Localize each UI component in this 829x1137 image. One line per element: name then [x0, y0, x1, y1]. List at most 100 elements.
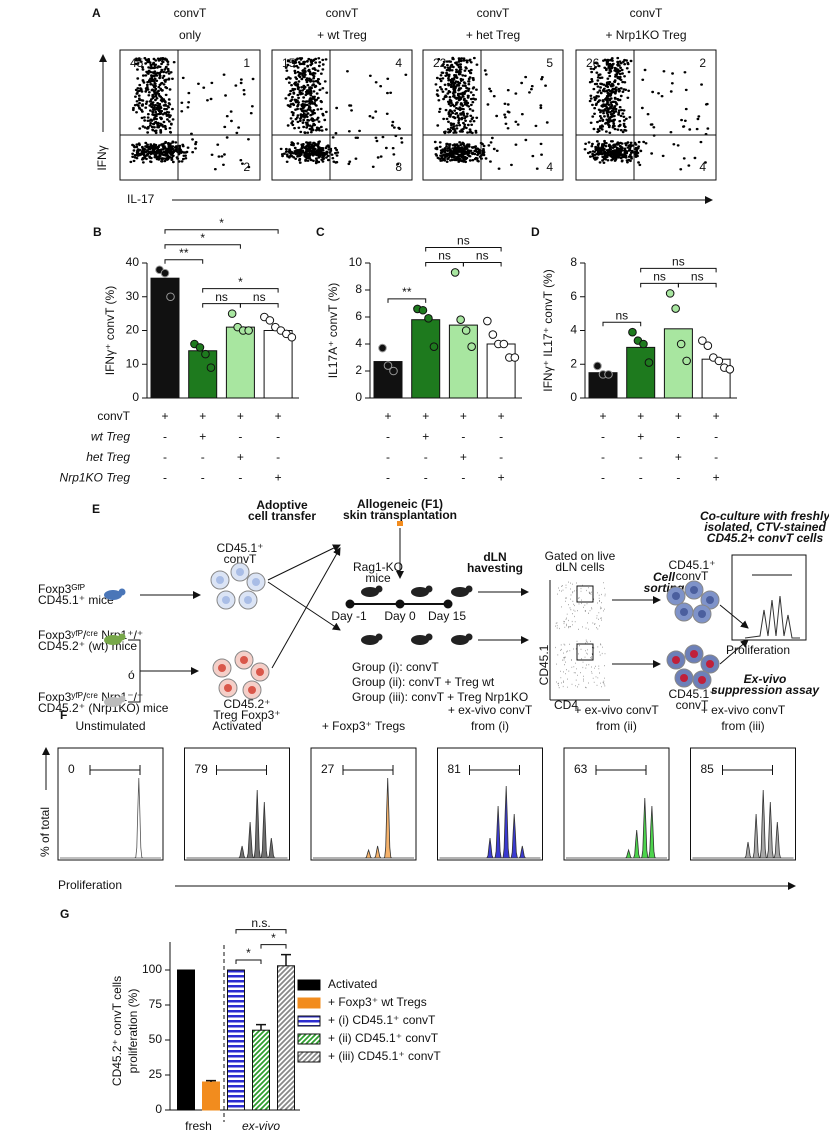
step-label: Gated on live [545, 549, 616, 563]
flow-arrow [719, 604, 749, 629]
bar [177, 969, 195, 1111]
condition-sign: - [714, 430, 718, 444]
plot-frame [690, 747, 796, 861]
condition-label: het Treg [86, 450, 130, 464]
significance-label: ns [438, 249, 451, 263]
cell-icon [256, 668, 264, 676]
cell-icon [236, 568, 244, 576]
plot-frame [57, 747, 164, 861]
plot-frame [422, 49, 564, 181]
y-tick-label: 4 [570, 323, 577, 337]
gate-bar [342, 765, 394, 775]
mouse-icon [465, 633, 473, 641]
timeline-point [345, 599, 355, 609]
y-tick-label: 30 [126, 289, 140, 303]
y-tick-label: 0 [155, 1102, 162, 1116]
axis-label: CD45.1 [537, 644, 551, 685]
data-point [201, 349, 210, 359]
mouse-icon [118, 633, 126, 641]
bar [486, 343, 516, 399]
plot-frame [271, 49, 413, 181]
significance-label: * [271, 931, 276, 945]
cell-icon [224, 684, 232, 692]
axis-label: proliferation (%) [126, 989, 140, 1074]
step-label: suppression assay [711, 683, 820, 697]
histogram [60, 777, 161, 859]
data-point [418, 305, 428, 315]
data-point [265, 316, 275, 325]
cell-label: Treg Foxp3⁺ [213, 708, 280, 722]
data-point [639, 339, 648, 349]
significance-label: ns [253, 290, 266, 304]
significance-bracket [260, 944, 287, 949]
data-point [499, 339, 509, 349]
condition-sign: + [199, 430, 206, 444]
significance-label: ns [653, 270, 666, 284]
legend-label: + Foxp3⁺ wt Tregs [328, 995, 427, 1009]
gate-value: 0 [68, 762, 75, 776]
cell-icon [222, 596, 230, 604]
legend-label: + (ii) CD45.1⁺ convT [328, 1031, 439, 1045]
data-point [665, 289, 675, 298]
mouse-icon [118, 588, 126, 596]
cell-icon [690, 586, 698, 594]
hist-frame [731, 554, 807, 641]
condition-label: wt Treg [91, 430, 130, 444]
quadrant-value: 8 [395, 160, 402, 174]
plot-title: convT [630, 6, 663, 20]
condition-sign: + [498, 471, 505, 485]
y-tick-label: 25 [149, 1067, 163, 1081]
condition-sign: + [637, 430, 644, 444]
condition-sign: + [275, 471, 282, 485]
sort-gate [576, 643, 594, 661]
condition-sign: - [276, 450, 280, 464]
cell-icon [698, 610, 706, 618]
quadrant-value: 4 [699, 160, 706, 174]
legend-label: + (i) CD45.1⁺ convT [328, 1013, 436, 1027]
significance-bracket [164, 244, 241, 249]
plot-title: convT [326, 6, 359, 20]
bar [188, 350, 218, 399]
data-point [206, 363, 216, 372]
significance-bracket [425, 246, 502, 252]
condition-sign: - [163, 471, 167, 485]
plot-frame [310, 747, 417, 861]
step-label: isolated, CTV-stained [704, 520, 826, 534]
y-tick-label: 10 [349, 255, 363, 269]
dot-cloud [433, 56, 549, 170]
y-tick-label: 4 [355, 336, 362, 350]
axis-label: IFNγ [95, 145, 109, 170]
step-label: dLN [483, 550, 506, 564]
cell-icon [706, 660, 714, 668]
data-point [227, 309, 237, 318]
plot-title: convT [477, 6, 510, 20]
cell-label: CD45.2⁺ [223, 697, 270, 711]
condition-sign: - [601, 430, 605, 444]
significance-label: * [246, 946, 251, 960]
gate-bar [469, 765, 520, 775]
mouse-label: mice [365, 571, 391, 585]
condition-sign: - [676, 430, 680, 444]
axis-label: IFNγ⁺ convT (%) [103, 286, 117, 375]
condition-sign: + [422, 409, 429, 423]
mouse-icon [118, 695, 126, 703]
significance-label: ns [457, 234, 470, 248]
step-label: dLN cells [555, 560, 604, 574]
plot-title: + het Treg [466, 28, 520, 42]
cell-icon [680, 608, 688, 616]
histogram [439, 785, 541, 859]
y-tick-label: 10 [126, 356, 140, 370]
plot-title: + ex-vivo convT [574, 703, 659, 717]
flow-arrow [267, 581, 341, 631]
plot-frame [563, 747, 670, 861]
y-tick-label: 0 [132, 390, 139, 404]
quadrant-value: 15 [282, 56, 296, 70]
condition-sign: + [161, 409, 168, 423]
condition-sign: + [713, 471, 720, 485]
gate-bar [89, 765, 141, 775]
histogram [566, 797, 667, 859]
gate-bar [216, 765, 267, 775]
cell-icon [672, 592, 680, 600]
error-bar [256, 1023, 266, 1031]
axis-label: CD45.2⁺ convT cells [110, 976, 124, 1086]
